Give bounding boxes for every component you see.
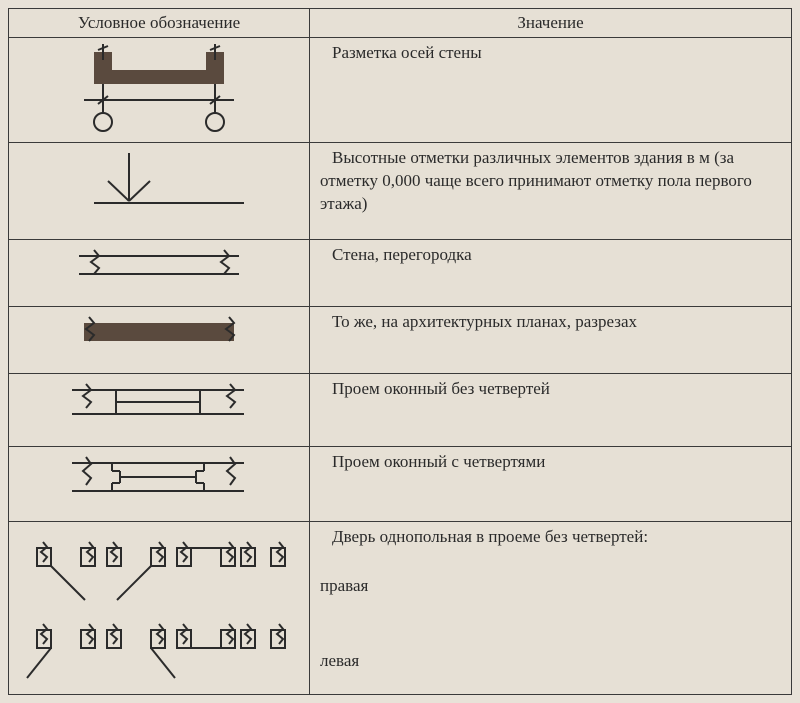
wall-solid-icon <box>49 311 269 353</box>
row-text: Дверь однопольная в проеме без четвертей… <box>320 526 781 549</box>
row-text: Высотные отметки различных элементов зда… <box>320 148 752 213</box>
header-symbol: Условное обозначение <box>9 9 310 38</box>
table-row: Проем оконный без четвертей <box>9 374 792 447</box>
table-row: Дверь однопольная в проеме без четвертей… <box>9 522 792 695</box>
door-singleleaf-icon <box>19 526 299 686</box>
row-text: Стена, перегородка <box>332 245 472 264</box>
row-sub-left: левая <box>320 650 781 673</box>
symbol-cell <box>9 522 310 695</box>
window-quarter-icon <box>44 451 274 503</box>
row-text: Разметка осей стены <box>332 43 482 62</box>
axis-markup-icon <box>54 42 264 134</box>
table-row: Высотные отметки различных элементов зда… <box>9 143 792 240</box>
symbol-cell <box>9 240 310 307</box>
symbols-table: Условное обозначение Значение <box>8 8 792 695</box>
desc-cell: Проем оконный с четвертями <box>310 447 792 522</box>
row-text: Проем оконный с четвертями <box>332 452 545 471</box>
desc-cell: То же, на архитектурных планах, разрезах <box>310 307 792 374</box>
header-row: Условное обозначение Значение <box>9 9 792 38</box>
header-meaning: Значение <box>310 9 792 38</box>
symbol-cell <box>9 374 310 447</box>
desc-cell: Дверь однопольная в проеме без четвертей… <box>310 522 792 695</box>
symbol-cell <box>9 38 310 143</box>
desc-cell: Разметка осей стены <box>310 38 792 143</box>
table-row: Стена, перегородка <box>9 240 792 307</box>
window-noquarter-icon <box>44 378 274 426</box>
symbol-cell <box>9 447 310 522</box>
symbol-cell <box>9 307 310 374</box>
table-row: То же, на архитектурных планах, разрезах <box>9 307 792 374</box>
desc-cell: Стена, перегородка <box>310 240 792 307</box>
table-row: Проем оконный с четвертями <box>9 447 792 522</box>
elevation-mark-icon <box>54 147 264 227</box>
symbol-cell <box>9 143 310 240</box>
row-sub-right: правая <box>320 575 781 598</box>
wall-outline-icon <box>49 244 269 286</box>
row-text: Проем оконный без четвертей <box>332 379 550 398</box>
table-row: Разметка осей стены <box>9 38 792 143</box>
desc-cell: Проем оконный без четвертей <box>310 374 792 447</box>
row-text: То же, на архитектурных планах, разрезах <box>332 312 637 331</box>
desc-cell: Высотные отметки различных элементов зда… <box>310 143 792 240</box>
